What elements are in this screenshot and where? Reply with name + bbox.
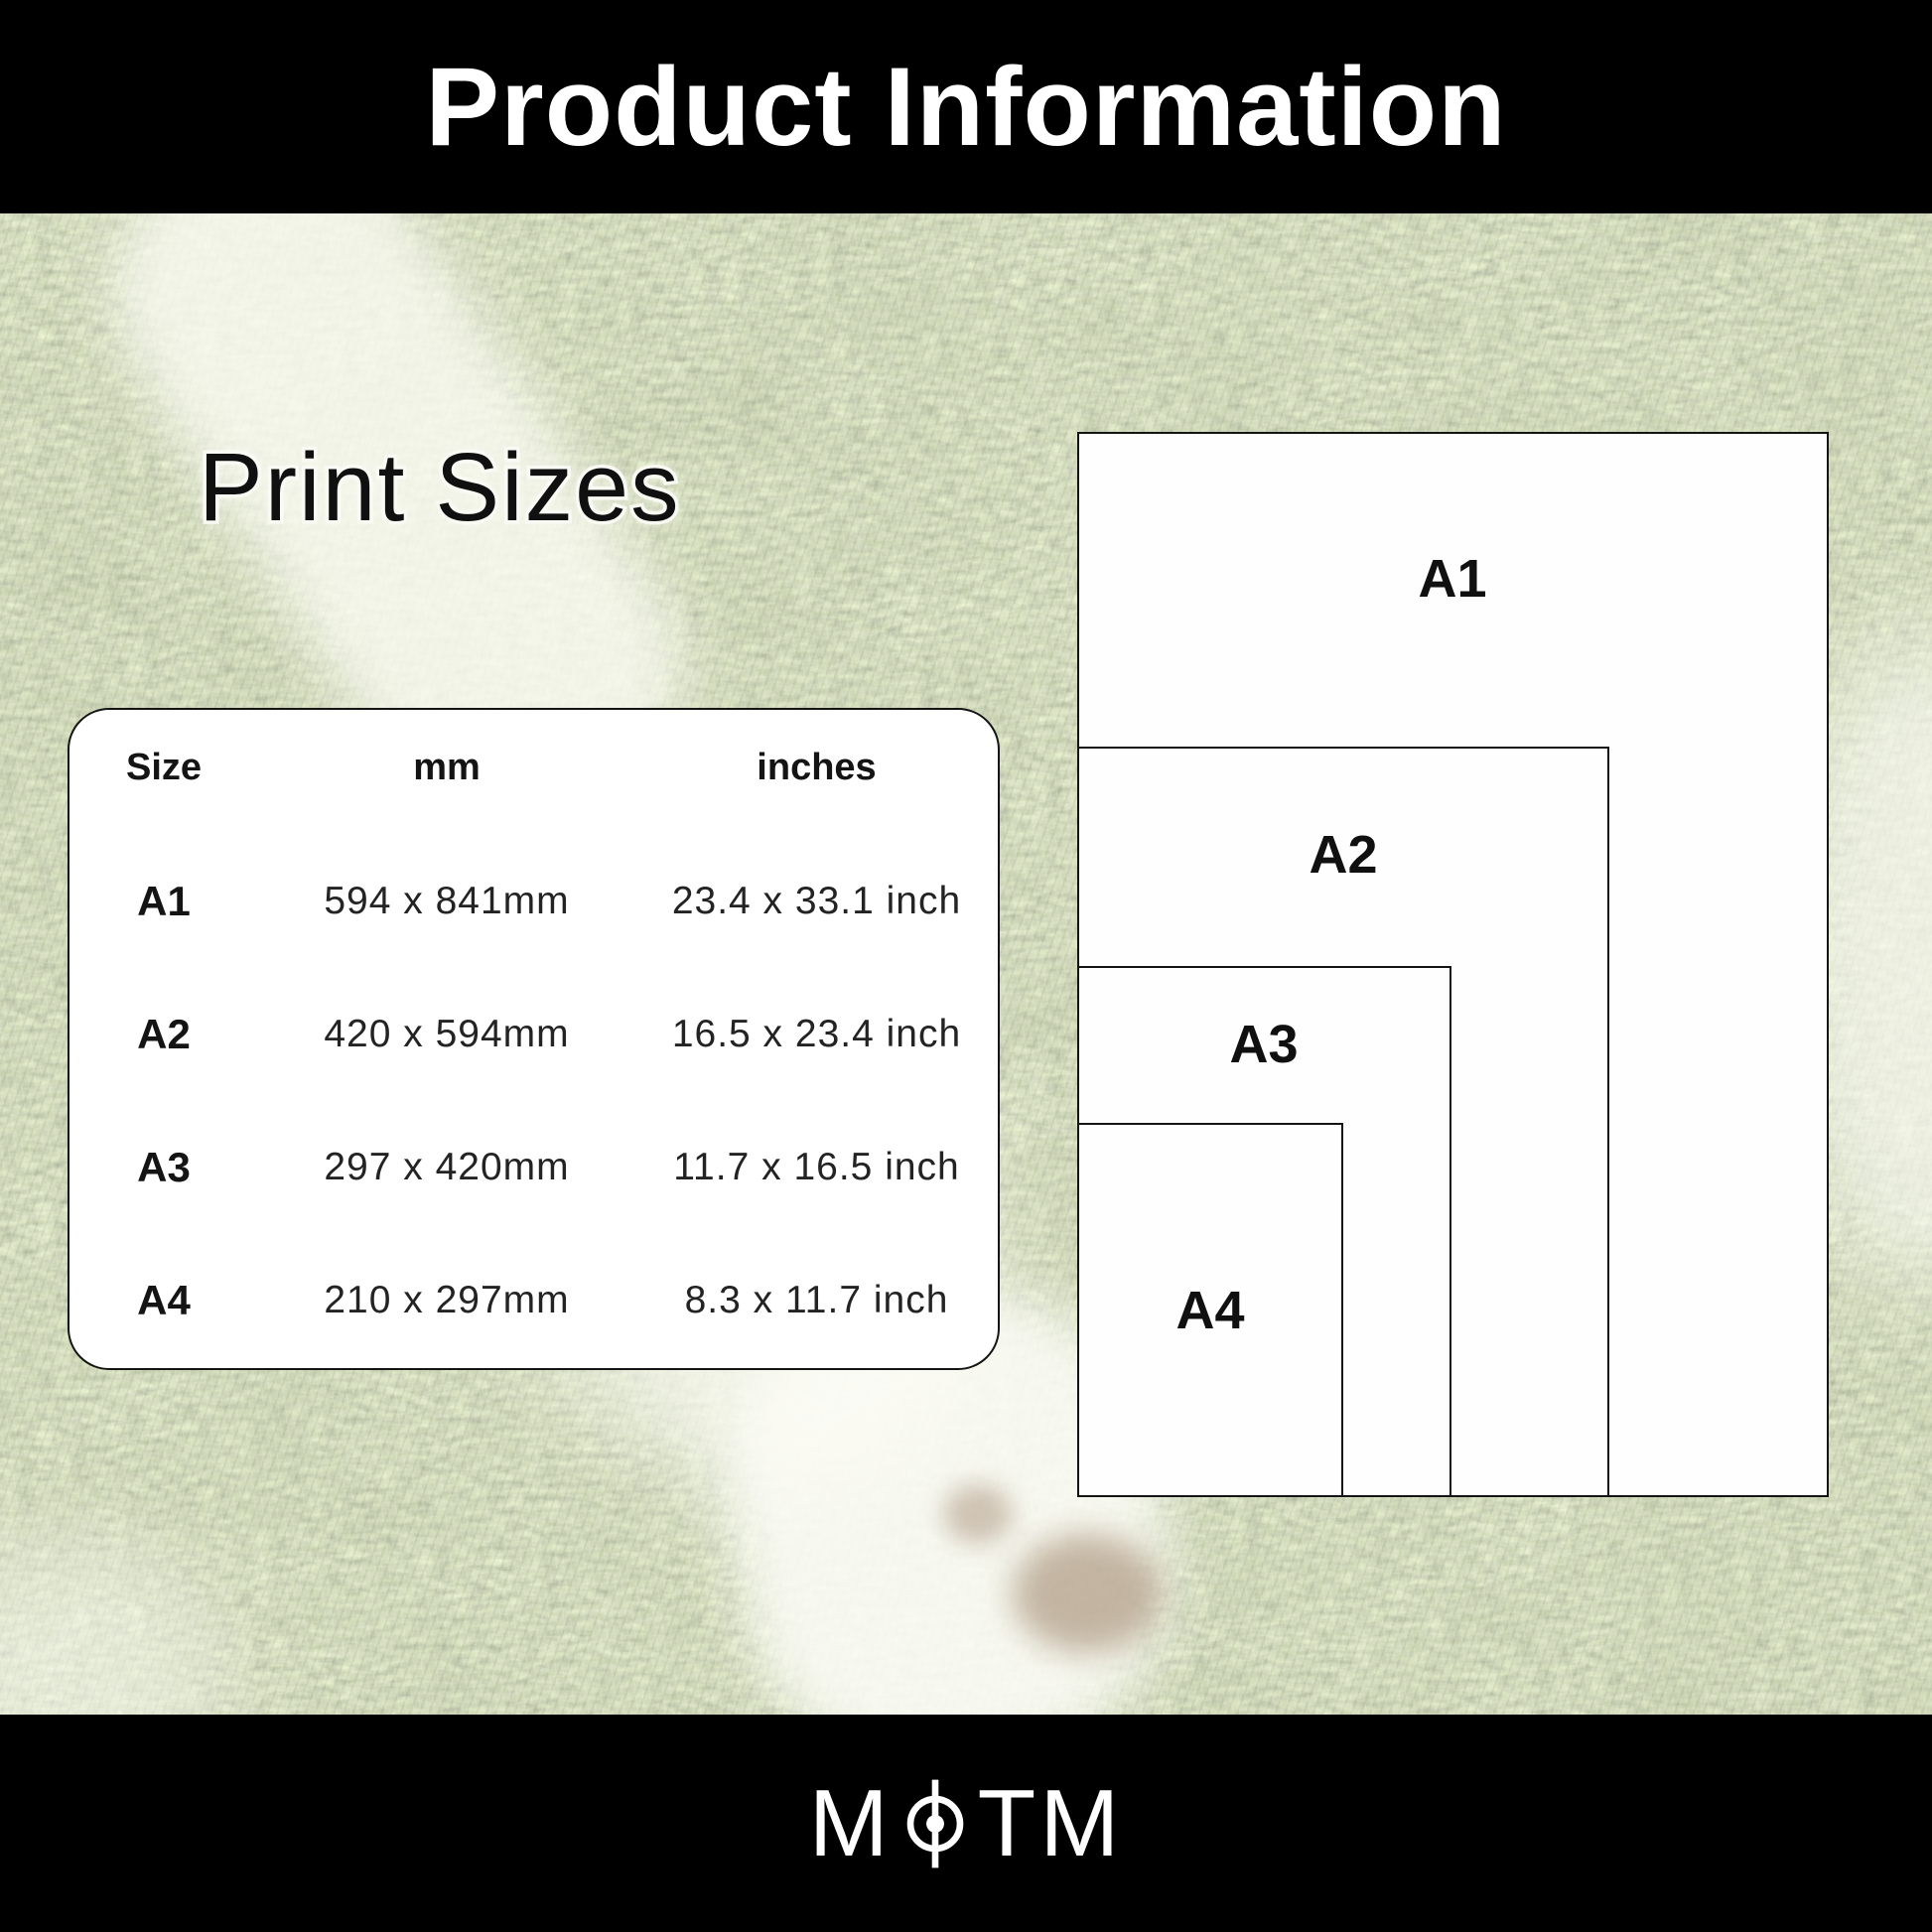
header-bar: Product Information — [0, 0, 1932, 213]
size-label-cell: A3 — [137, 1144, 191, 1190]
inches-value-cell: 11.7 x 16.5 inch — [673, 1146, 960, 1188]
footer-bar: M TM — [0, 1715, 1932, 1932]
paper-label-a3: A3 — [1229, 1015, 1299, 1074]
size-table-card: Size mm inches A1 594 x 841mm 23.4 x 33.… — [68, 708, 1000, 1370]
print-sizes-title: Print Sizes — [196, 433, 683, 541]
page-title: Product Information — [425, 45, 1507, 169]
table-row: A2 420 x 594mm 16.5 x 23.4 inch — [94, 968, 973, 1101]
mud-spot-small — [943, 1484, 1013, 1544]
brand-letters-tm: TM — [977, 1769, 1124, 1876]
mm-value-cell: 420 x 594mm — [324, 1013, 570, 1055]
mud-spot — [1013, 1534, 1162, 1653]
column-header-size: Size — [125, 746, 203, 788]
size-label-cell: A1 — [137, 878, 191, 924]
paper-label-a2: A2 — [1309, 825, 1378, 885]
paper-label-a1: A1 — [1418, 549, 1487, 609]
inches-value-cell: 16.5 x 23.4 inch — [671, 1013, 962, 1055]
football-centre-spot-icon — [906, 1779, 963, 1867]
size-label-cell: A2 — [137, 1011, 191, 1057]
table-header-spacer — [94, 805, 973, 835]
brand-letter-m: M — [808, 1769, 893, 1876]
column-header-mm: mm — [413, 746, 481, 788]
size-label-cell: A4 — [137, 1277, 191, 1323]
mm-value-cell: 297 x 420mm — [324, 1146, 570, 1188]
inches-value-cell: 23.4 x 33.1 inch — [671, 880, 962, 922]
table-row: A1 594 x 841mm 23.4 x 33.1 inch — [94, 835, 973, 968]
table-row: A4 210 x 297mm 8.3 x 11.7 inch — [94, 1234, 973, 1367]
table-row: A3 297 x 420mm 11.7 x 16.5 inch — [94, 1101, 973, 1234]
mm-value-cell: 594 x 841mm — [324, 880, 570, 922]
paper-label-a4: A4 — [1175, 1281, 1245, 1340]
table-header-row: Size mm inches — [94, 730, 973, 805]
column-header-inches: inches — [757, 746, 877, 788]
brand-logo: M TM — [809, 1772, 1124, 1875]
paper-rect-a4 — [1077, 1123, 1343, 1497]
table-body: A1 594 x 841mm 23.4 x 33.1 inch A2 420 x… — [94, 835, 973, 1367]
mm-value-cell: 210 x 297mm — [324, 1279, 570, 1321]
inches-value-cell: 8.3 x 11.7 inch — [684, 1279, 949, 1321]
